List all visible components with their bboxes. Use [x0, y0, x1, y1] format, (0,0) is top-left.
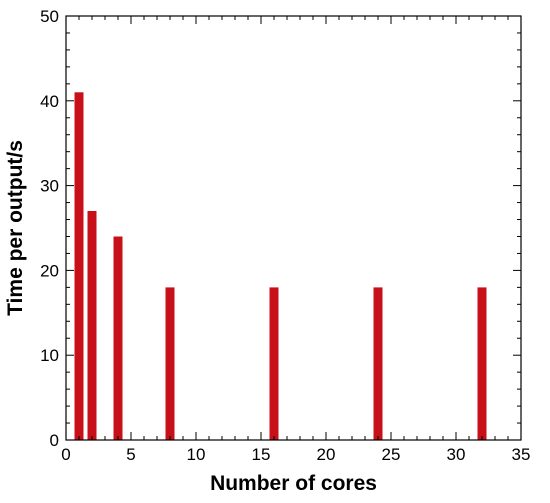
bar-cores-4 — [113, 236, 123, 440]
y-tick-label: 20 — [40, 261, 59, 280]
tick-labels-group: 0 5 10 15 20 25 30 35 0 10 20 30 40 50 — [40, 7, 530, 464]
plot-area — [66, 16, 521, 440]
x-tick-label: 0 — [61, 445, 70, 464]
x-tick-label: 5 — [126, 445, 135, 464]
bar-cores-24 — [373, 287, 383, 440]
bar-cores-32 — [477, 287, 487, 440]
x-tick-label: 20 — [317, 445, 336, 464]
x-tick-label: 15 — [252, 445, 271, 464]
bar-cores-2 — [87, 211, 97, 440]
x-axis-label: Number of cores — [210, 472, 377, 495]
plot-frame — [65, 15, 522, 441]
x-tick-label: 30 — [447, 445, 466, 464]
bar-cores-16 — [269, 287, 279, 440]
y-tick-label: 40 — [40, 92, 59, 111]
y-tick-label: 50 — [40, 7, 59, 26]
x-tick-label: 35 — [512, 445, 531, 464]
y-tick-label: 30 — [40, 177, 59, 196]
x-tick-label: 25 — [382, 445, 401, 464]
bars-group — [74, 92, 487, 441]
y-tick-label: 10 — [40, 346, 59, 365]
x-tick-label: 10 — [187, 445, 206, 464]
y-axis-label: Time per output/s — [4, 140, 27, 316]
y-tick-label: 0 — [50, 431, 59, 450]
bar-cores-1 — [74, 92, 84, 441]
bar-cores-8 — [165, 287, 175, 440]
